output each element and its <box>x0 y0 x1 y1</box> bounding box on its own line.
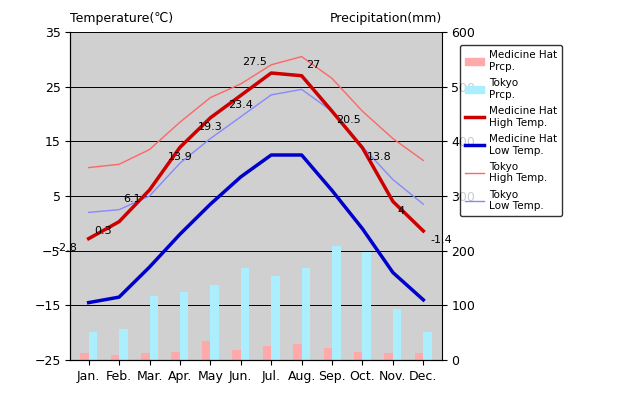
Bar <box>262 346 271 360</box>
Bar <box>393 309 401 360</box>
Text: Temperature(℃): Temperature(℃) <box>70 12 173 26</box>
Bar <box>202 341 211 360</box>
Bar <box>150 296 158 360</box>
Bar <box>271 276 280 360</box>
Text: -1.4: -1.4 <box>430 235 452 245</box>
Bar <box>332 246 340 360</box>
Text: 4: 4 <box>397 206 404 216</box>
Bar <box>180 292 188 360</box>
Bar <box>324 348 332 360</box>
Bar <box>80 354 89 360</box>
Bar <box>89 332 97 360</box>
Bar <box>172 352 180 360</box>
Text: Precipitation(mm): Precipitation(mm) <box>330 12 442 26</box>
Bar <box>141 354 150 360</box>
Bar <box>232 350 241 360</box>
Bar <box>119 329 127 360</box>
Text: 13.9: 13.9 <box>168 152 192 162</box>
Bar <box>301 268 310 360</box>
Text: -2.8: -2.8 <box>56 243 77 253</box>
Bar <box>241 268 250 360</box>
Text: 23.4: 23.4 <box>228 100 253 110</box>
Legend: Medicine Hat
Prcp., Tokyo
Prcp., Medicine Hat
High Temp., Medicine Hat
Low Temp.: Medicine Hat Prcp., Tokyo Prcp., Medicin… <box>460 45 562 216</box>
Text: 19.3: 19.3 <box>198 122 223 132</box>
Text: 13.8: 13.8 <box>367 152 392 162</box>
Bar <box>423 332 432 360</box>
Bar <box>362 252 371 360</box>
Bar <box>354 352 362 360</box>
Text: 0.3: 0.3 <box>95 226 112 236</box>
Bar <box>111 354 119 360</box>
Text: 6.1: 6.1 <box>124 194 141 204</box>
Bar <box>211 284 219 360</box>
Bar <box>293 344 301 360</box>
Text: 27: 27 <box>306 60 320 70</box>
Bar <box>385 354 393 360</box>
Text: 27.5: 27.5 <box>242 58 267 68</box>
Text: 20.5: 20.5 <box>336 116 361 126</box>
Bar <box>415 354 423 360</box>
